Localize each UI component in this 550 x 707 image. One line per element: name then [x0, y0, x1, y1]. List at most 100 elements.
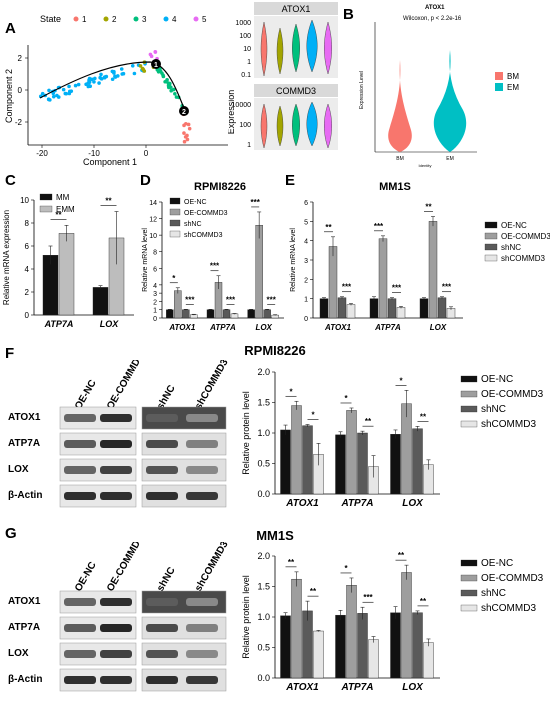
band-lox-lane-1	[64, 466, 96, 474]
cell-point	[163, 79, 167, 84]
cell-point	[87, 80, 92, 84]
y-axis-label: Relative mRNA level	[142, 228, 149, 292]
band-β-actin-lane-3	[146, 676, 178, 684]
membrane-right	[141, 590, 227, 614]
state-swatch-5	[193, 16, 199, 22]
bar-shnc-lox	[412, 428, 423, 495]
b-title: ATOX1	[425, 5, 445, 11]
cell-point	[73, 83, 78, 88]
band-β-actin-lane-3	[146, 492, 178, 500]
violin-y-label: Expression	[228, 90, 236, 135]
bar-shcommd3-atox1	[190, 314, 198, 319]
cell-point	[51, 94, 56, 99]
membrane-right	[141, 458, 227, 482]
significance-mark: ***	[210, 262, 220, 271]
significance-mark: ***	[250, 198, 260, 207]
branch-point-1-label: 1	[154, 62, 158, 69]
y-tick-label: 0.0	[257, 673, 270, 683]
x-tick-label: 0	[144, 149, 149, 158]
y-tick-label: 0	[304, 316, 308, 323]
y-tick-label: 10	[149, 233, 157, 240]
band-lox-lane-3	[146, 650, 178, 658]
membrane-left	[59, 432, 137, 456]
cell-point	[55, 93, 59, 98]
y-tick-label: 0	[25, 311, 30, 320]
state-swatch-1	[73, 16, 79, 22]
panel-label-c: C	[5, 172, 16, 189]
bar-oe-commd3-atox1	[291, 578, 302, 679]
y-tick-label: 1.0	[257, 428, 270, 438]
band-β-actin-lane-4	[186, 492, 218, 500]
y-tick-label: 12	[149, 217, 157, 224]
band-atox1-lane-4	[186, 414, 218, 422]
cell-point	[182, 139, 187, 144]
significance-mark: *	[344, 394, 348, 403]
cell-point	[142, 69, 147, 73]
category-label: ATOX1	[168, 323, 195, 332]
band-atp7a-lane-3	[146, 624, 178, 632]
bar-oe-commd3-atox1	[174, 290, 182, 319]
legend-swatch-oe-commd3	[460, 390, 478, 398]
category-label: ATOX1	[285, 498, 319, 509]
bar-oe-nc-lox	[390, 612, 401, 679]
atox1-tick-label: 1	[247, 59, 251, 66]
trajectory-line	[39, 61, 187, 114]
legend-label-shcommd3: shCOMMD3	[481, 603, 536, 614]
y-tick-label: 5	[304, 219, 308, 226]
legend-label-oe-commd3: OE-COMMD3	[501, 232, 550, 241]
violin-commd3-state-3	[292, 103, 300, 147]
cell-point	[48, 98, 52, 102]
y-tick-label: 0	[153, 316, 157, 323]
bar-oe-commd3-lox	[428, 221, 438, 319]
cell-point	[40, 91, 45, 96]
panel-label-d: D	[140, 172, 151, 189]
membrane-left	[59, 668, 137, 692]
western-blot-g: OE-NC OE-COMMD3 shNC shCOMMD3 ATOX1 ATP7A LOX β…	[8, 542, 231, 692]
x-axis-label: Component 1	[83, 157, 137, 167]
cell-point	[185, 137, 190, 142]
y-tick-label: 1.5	[257, 398, 270, 408]
cell-point	[51, 91, 56, 96]
significance-mark: **	[420, 412, 427, 421]
significance-mark: ***	[226, 295, 236, 304]
panel-label-e: E	[285, 172, 296, 189]
violin-commd3-state-1	[260, 103, 268, 149]
y-tick-label: 3	[153, 291, 157, 298]
membrane-right	[141, 616, 227, 640]
bar-oe-nc-atox1	[319, 298, 329, 319]
panel-label-g: G	[5, 525, 17, 542]
significance-mark: **	[365, 417, 372, 426]
bar-oe-nc-atp7a	[335, 614, 346, 679]
protein-label-β-actin: β-Actin	[8, 674, 42, 685]
bar-shcommd3-atp7a	[396, 307, 406, 319]
bar-oe-nc-atp7a	[369, 298, 379, 319]
protein-label-atp7a: ATP7A	[8, 438, 40, 449]
bar-oe-nc-lox	[390, 434, 401, 495]
legend-swatch-shnc	[460, 405, 478, 413]
band-atp7a-lane-2	[100, 440, 132, 448]
band-atox1-lane-3	[146, 414, 178, 422]
bar-shnc-lox	[412, 612, 423, 679]
bar-oe-commd3-lox	[255, 225, 263, 319]
band-lox-lane-4	[186, 466, 218, 474]
cell-point	[173, 91, 177, 96]
cell-point	[169, 88, 173, 93]
y-tick-label: 8	[25, 219, 30, 228]
legend-label-oe-commd3: OE-COMMD3	[481, 389, 544, 400]
legend-label-oe-nc: OE-NC	[184, 199, 207, 206]
category-label: LOX	[402, 682, 424, 693]
category-label: ATOX1	[324, 323, 351, 332]
y-tick-label: 2.0	[257, 367, 270, 377]
band-β-actin-lane-2	[100, 676, 132, 684]
bar-oe-commd3-atp7a	[378, 238, 388, 319]
cell-point	[112, 71, 116, 75]
y-axis-label: Component 2	[4, 69, 14, 123]
legend-swatch-shnc	[169, 219, 181, 227]
strip-atox1	[254, 2, 338, 15]
strip-commd3-label: COMMD3	[276, 86, 316, 96]
membrane-right	[141, 406, 227, 430]
bar-shnc-atox1	[182, 309, 190, 319]
state-swatch-3	[133, 16, 139, 22]
cell-point	[138, 64, 143, 68]
x-tick-label: -10	[88, 149, 100, 158]
